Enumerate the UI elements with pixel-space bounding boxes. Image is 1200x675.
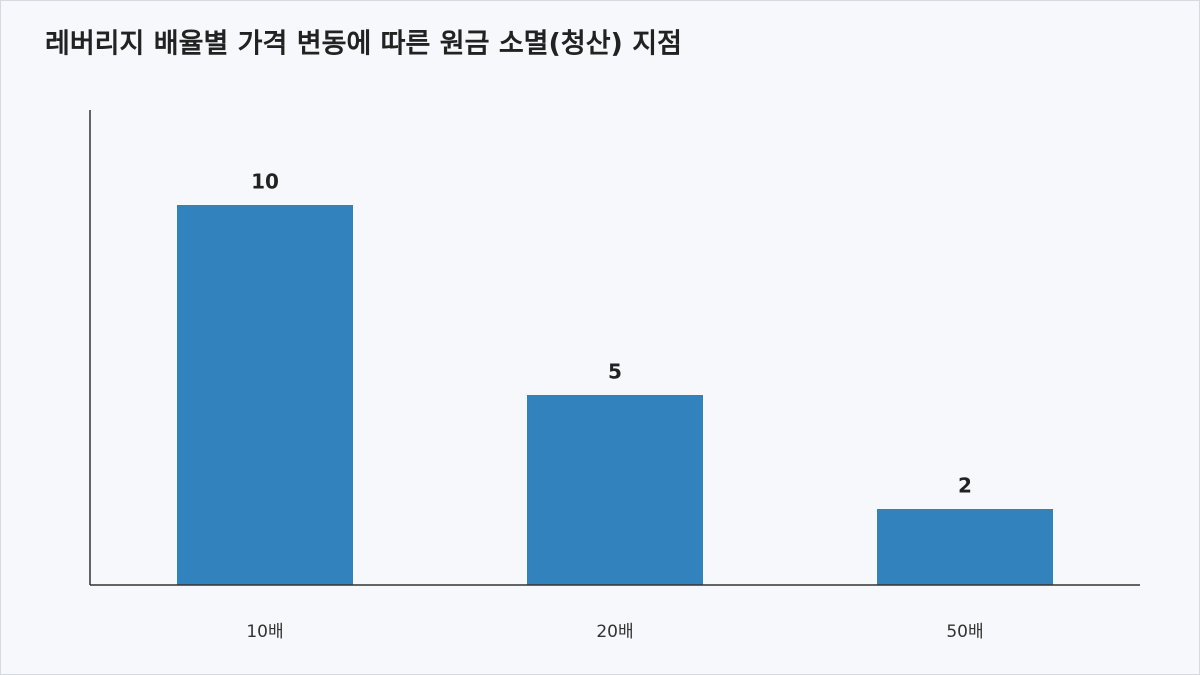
bar xyxy=(877,509,1053,585)
bar xyxy=(177,205,353,585)
x-tick-label: 20배 xyxy=(596,622,633,642)
bar xyxy=(527,395,703,585)
x-tick-label: 50배 xyxy=(946,622,983,642)
data-label: 10 xyxy=(251,170,279,194)
data-label: 2 xyxy=(958,474,972,498)
data-label: 5 xyxy=(608,360,622,384)
x-tick-label: 10배 xyxy=(246,622,283,642)
chart-title: 레버리지 배율별 가격 변동에 따른 원금 소멸(청산) 지점 xyxy=(45,29,682,60)
